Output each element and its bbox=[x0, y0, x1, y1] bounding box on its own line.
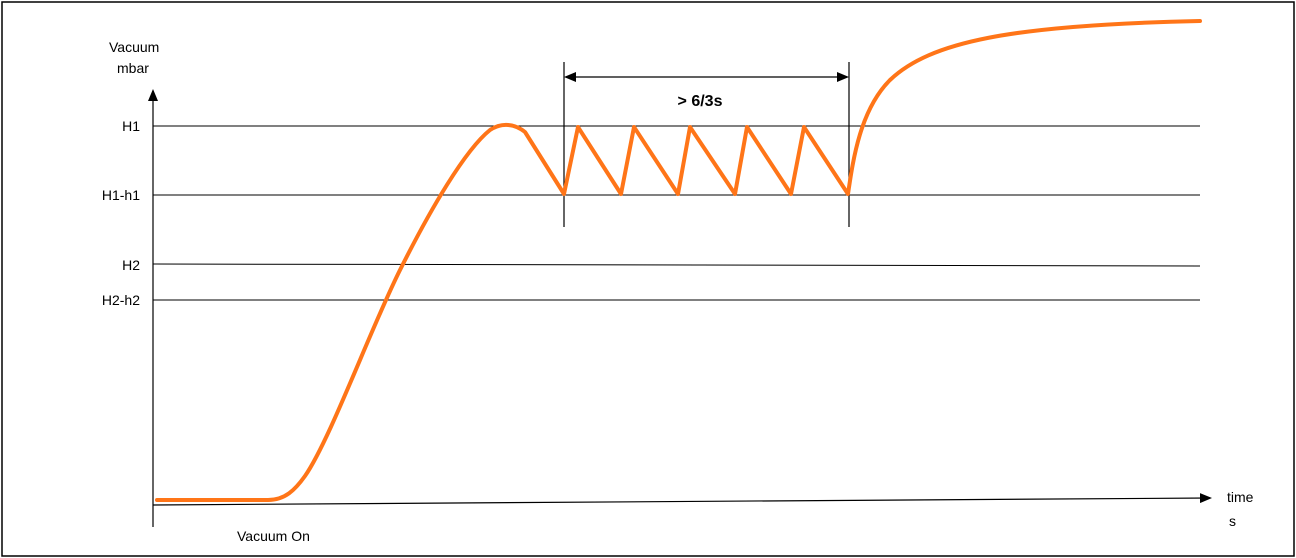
level-label-h1-h1: H1-h1 bbox=[102, 187, 140, 203]
level-line-h2 bbox=[152, 263, 1201, 267]
level-label-h2: H2 bbox=[122, 257, 140, 273]
y-axis-title-line1: Vacuum bbox=[109, 39, 159, 55]
y-axis-title-line2: mbar bbox=[117, 60, 149, 76]
interval-label: > 6/3s bbox=[678, 93, 723, 110]
vacuum-curve bbox=[155, 19, 1202, 502]
x-axis-title-line1: time bbox=[1227, 489, 1254, 505]
x-axis bbox=[152, 493, 1212, 506]
vacuum-on-label: Vacuum On bbox=[237, 528, 310, 544]
x-axis-title-line2: s bbox=[1229, 513, 1236, 529]
level-label-h1: H1 bbox=[122, 118, 140, 134]
level-label-h2-h2: H2-h2 bbox=[102, 292, 140, 308]
